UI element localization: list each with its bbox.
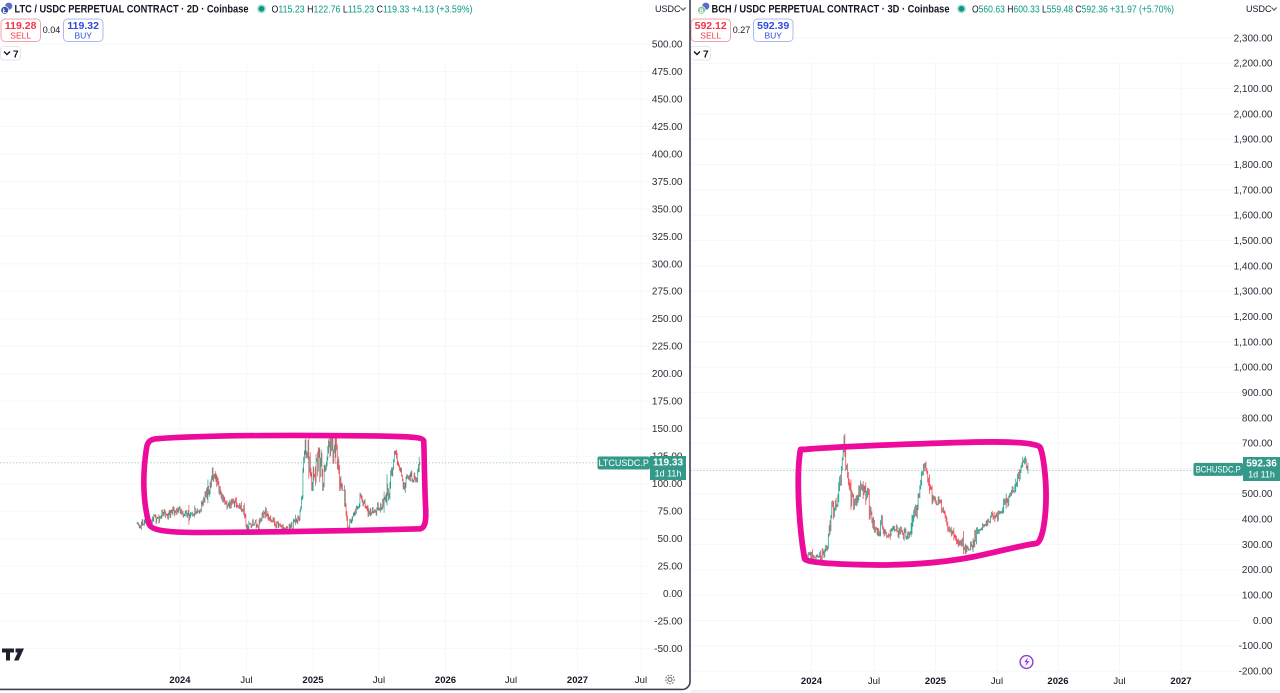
svg-text:800.00: 800.00 [1242,413,1273,424]
svg-text:2025: 2025 [925,676,947,687]
svg-text:0.00: 0.00 [663,589,683,600]
svg-text:25.00: 25.00 [657,562,682,573]
svg-text:2026: 2026 [1047,676,1068,687]
svg-text:200.00: 200.00 [652,369,683,380]
svg-text:50.00: 50.00 [657,534,682,545]
svg-text:0.00: 0.00 [1253,616,1273,627]
svg-text:B: B [699,9,704,15]
svg-text:200.00: 200.00 [1242,565,1273,576]
svg-text:475.00: 475.00 [652,67,683,78]
svg-text:375.00: 375.00 [652,177,683,188]
svg-text:O115.23 H122.76 L115.23 C119.3: O115.23 H122.76 L115.23 C119.33 +4.13 (+… [272,4,473,15]
svg-text:75.00: 75.00 [657,507,682,518]
svg-text:Jul: Jul [991,676,1003,687]
svg-text:LTC / USDC PERPETUAL CONTRACT: LTC / USDC PERPETUAL CONTRACT · 2D · Coi… [15,4,249,16]
svg-text:-200.00: -200.00 [1239,667,1273,678]
svg-text:1,700.00: 1,700.00 [1234,185,1273,196]
svg-text:119.32: 119.32 [67,20,99,32]
svg-text:SELL: SELL [700,30,721,40]
svg-text:325.00: 325.00 [652,232,683,243]
svg-text:2,100.00: 2,100.00 [1234,84,1273,95]
svg-text:400.00: 400.00 [1242,515,1273,526]
svg-text:592.36: 592.36 [1246,458,1277,469]
svg-text:USDC: USDC [655,4,681,14]
svg-text:Jul: Jul [868,676,880,687]
svg-text:500.00: 500.00 [652,39,683,50]
svg-text:2025: 2025 [302,675,324,686]
svg-text:-50.00: -50.00 [654,644,683,655]
svg-text:1,100.00: 1,100.00 [1234,337,1273,348]
svg-text:7: 7 [703,50,709,61]
svg-text:2,200.00: 2,200.00 [1234,59,1273,70]
svg-text:450.00: 450.00 [652,94,683,105]
svg-text:1,900.00: 1,900.00 [1234,135,1273,146]
svg-text:700.00: 700.00 [1242,439,1273,450]
svg-text:100.00: 100.00 [1242,591,1273,602]
svg-text:592.39: 592.39 [757,20,789,32]
svg-text:BUY: BUY [764,30,782,40]
svg-text:225.00: 225.00 [652,342,683,353]
svg-text:119.33: 119.33 [653,457,683,468]
svg-text:119.28: 119.28 [5,20,37,32]
svg-text:USDC: USDC [1246,4,1272,14]
svg-text:Jul: Jul [505,675,517,686]
svg-text:7: 7 [13,50,19,61]
svg-text:2027: 2027 [1170,676,1191,687]
svg-text:500.00: 500.00 [1242,489,1273,500]
svg-text:0.04: 0.04 [43,25,61,35]
svg-text:1d 11h: 1d 11h [655,469,682,479]
svg-text:BCH / USDC PERPETUAL CONTRACT: BCH / USDC PERPETUAL CONTRACT · 3D · Coi… [712,4,950,16]
svg-text:1,200.00: 1,200.00 [1234,312,1273,323]
svg-text:150.00: 150.00 [652,424,683,435]
svg-text:BCHUSDC.P: BCHUSDC.P [1196,464,1241,474]
svg-text:Jul: Jul [373,675,385,686]
svg-text:350.00: 350.00 [652,204,683,215]
svg-text:2,300.00: 2,300.00 [1234,33,1273,44]
svg-text:2026: 2026 [435,675,456,686]
svg-text:425.00: 425.00 [652,122,683,133]
svg-text:Jul: Jul [635,675,647,686]
svg-text:1,300.00: 1,300.00 [1234,287,1273,298]
svg-text:O560.63 H600.33 L559.48 C592.3: O560.63 H600.33 L559.48 C592.36 +31.97 (… [972,4,1174,15]
svg-text:SELL: SELL [10,30,31,40]
svg-text:2027: 2027 [567,675,588,686]
svg-text:1,400.00: 1,400.00 [1234,261,1273,272]
svg-text:0.27: 0.27 [733,25,751,35]
svg-text:LTCUSDC.P: LTCUSDC.P [599,458,649,468]
svg-text:175.00: 175.00 [652,397,683,408]
svg-text:Jul: Jul [240,675,252,686]
svg-text:400.00: 400.00 [652,149,683,160]
svg-text:-100.00: -100.00 [1239,641,1273,652]
svg-text:250.00: 250.00 [652,314,683,325]
svg-text:1,800.00: 1,800.00 [1234,160,1273,171]
svg-text:2024: 2024 [801,676,823,687]
svg-text:1,600.00: 1,600.00 [1234,211,1273,222]
svg-text:1d 11h: 1d 11h [1248,470,1275,480]
svg-text:-25.00: -25.00 [654,617,683,628]
svg-text:2,000.00: 2,000.00 [1234,109,1273,120]
svg-text:100.00: 100.00 [652,479,683,490]
svg-text:Jul: Jul [1113,676,1125,687]
svg-text:1,500.00: 1,500.00 [1234,236,1273,247]
svg-text:Ł: Ł [3,8,7,15]
svg-text:900.00: 900.00 [1242,388,1273,399]
svg-text:275.00: 275.00 [652,287,683,298]
svg-text:300.00: 300.00 [652,259,683,270]
svg-text:300.00: 300.00 [1242,540,1273,551]
svg-text:2024: 2024 [169,675,191,686]
svg-text:BUY: BUY [74,30,92,40]
svg-text:592.12: 592.12 [695,20,727,32]
svg-text:1,000.00: 1,000.00 [1234,363,1273,374]
